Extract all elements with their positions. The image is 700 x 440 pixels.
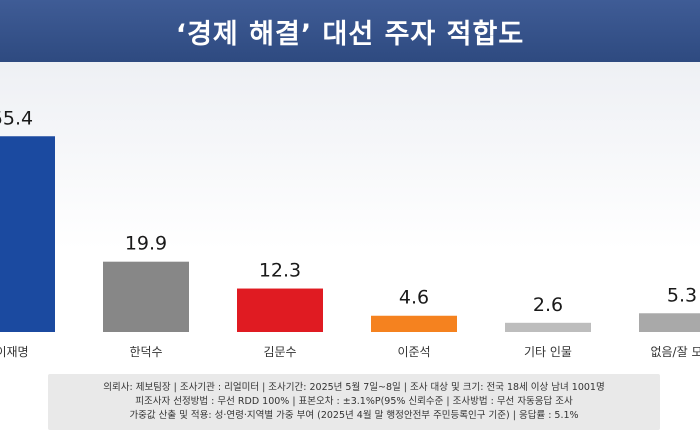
survey-info-line-3: 가중값 산출 및 적용: 성·연령·지역별 가중 부여 (2025년 4월 말 … (129, 410, 579, 421)
title-banner: ‘경제 해결’ 대선 주자 적합도 (0, 0, 700, 62)
value-label-3: 4.6 (399, 287, 429, 309)
survey-info-line-2: 피조사자 선정방법 : 무선 RDD 100% | 표본오차 : ±3.1%P(… (135, 396, 573, 407)
bar-4 (505, 322, 591, 332)
value-label-5: 5.3 (667, 284, 697, 306)
category-label-0: 이재명 (0, 345, 29, 359)
survey-info-box: 의뢰사: 제보팀장 | 조사기관 : 리얼미터 | 조사기간: 2025년 5월… (48, 374, 660, 430)
category-label-4: 기타 인물 (524, 345, 572, 359)
chart-title: ‘경제 해결’ 대선 주자 적합도 (175, 18, 525, 50)
bar-3 (371, 315, 457, 332)
value-label-1: 19.9 (125, 233, 167, 255)
category-label-3: 이준석 (397, 345, 430, 359)
value-label-0: 55.4 (0, 107, 33, 129)
category-label-2: 김문수 (263, 345, 296, 359)
bar-2 (237, 288, 323, 332)
value-label-2: 12.3 (259, 260, 301, 282)
bar-5 (639, 313, 700, 332)
bar-0 (0, 136, 55, 332)
survey-info-line-1: 의뢰사: 제보팀장 | 조사기관 : 리얼미터 | 조사기간: 2025년 5월… (103, 382, 605, 393)
category-label-5: 없음/잘 모름 (650, 345, 700, 359)
bar-chart: 55.4 이재명 19.9 한덕수 12.3 김문수 4.6 이준석 2.6 기타 인물 5.3 없음… (0, 107, 700, 359)
category-label-1: 한덕수 (129, 345, 162, 359)
bar-1 (103, 261, 189, 332)
value-label-4: 2.6 (533, 294, 563, 316)
bottom-strip (0, 432, 700, 440)
